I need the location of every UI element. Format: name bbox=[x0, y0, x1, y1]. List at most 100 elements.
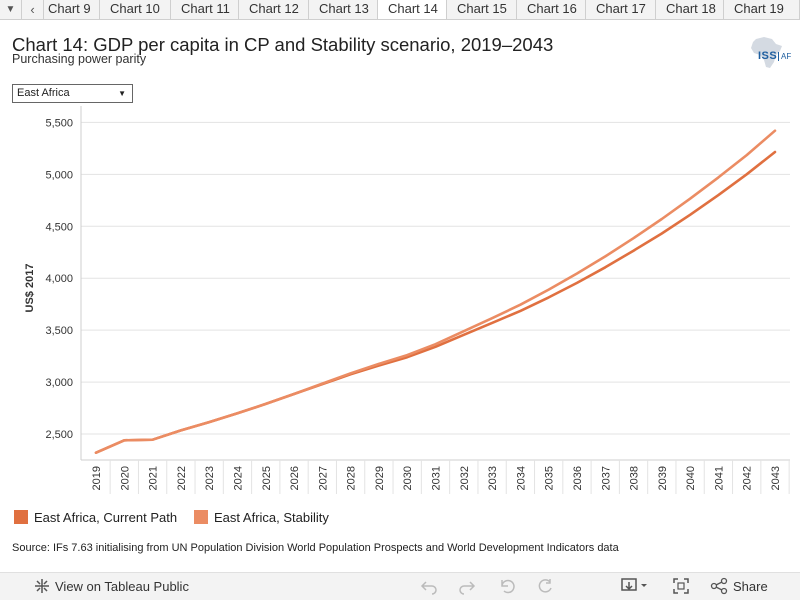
tab-chart-18[interactable]: Chart 18 bbox=[656, 0, 724, 19]
data-point-stability[interactable] bbox=[120, 436, 128, 444]
x-tick-label: 2035 bbox=[544, 466, 556, 490]
logo-suffix: AF bbox=[778, 52, 791, 61]
x-tick-label: 2023 bbox=[204, 466, 216, 490]
x-tick-label: 2042 bbox=[742, 466, 754, 490]
tab-menu-button[interactable]: ▼ bbox=[0, 0, 22, 19]
x-tick-label: 2043 bbox=[770, 466, 782, 490]
data-point-current-path[interactable] bbox=[601, 263, 609, 271]
data-point-current-path[interactable] bbox=[771, 148, 779, 156]
x-tick-label: 2020 bbox=[119, 466, 131, 490]
x-tick-label: 2031 bbox=[431, 466, 443, 490]
data-point-stability[interactable] bbox=[318, 380, 326, 388]
data-point-stability[interactable] bbox=[262, 400, 270, 408]
legend-item-stability[interactable]: East Africa, Stability bbox=[194, 510, 329, 525]
x-tick-label: 2037 bbox=[600, 466, 612, 490]
data-point-stability[interactable] bbox=[347, 369, 355, 377]
x-tick-label: 2032 bbox=[459, 466, 471, 490]
legend-label-current-path: East Africa, Current Path bbox=[34, 510, 178, 525]
y-tick-label: 4,500 bbox=[45, 221, 73, 233]
data-point-stability[interactable] bbox=[686, 195, 694, 203]
undo-icon[interactable] bbox=[420, 577, 438, 595]
y-tick-label: 5,500 bbox=[45, 117, 73, 129]
data-point-stability[interactable] bbox=[205, 418, 213, 426]
tableau-toolbar: View on Tableau Public Share bbox=[0, 572, 800, 600]
series-lines bbox=[92, 127, 779, 457]
tab-chart-17[interactable]: Chart 17 bbox=[586, 0, 656, 19]
download-icon[interactable] bbox=[620, 577, 650, 595]
tab-chart-12[interactable]: Chart 12 bbox=[239, 0, 309, 19]
data-point-stability[interactable] bbox=[714, 173, 722, 181]
x-axis-ticks: 2019 2020 2021 2022 2023 2024 2025 2026 2027 2028… bbox=[91, 460, 790, 494]
data-point-stability[interactable] bbox=[403, 351, 411, 359]
tab-chart-16[interactable]: Chart 16 bbox=[517, 0, 586, 19]
line-chart: 2,500 3,000 3,500 4,000 4,500 5,000 5,500 2019… bbox=[45, 106, 790, 494]
region-filter-dropdown[interactable]: East Africa ▼ bbox=[12, 84, 133, 103]
caret-down-icon: ▼ bbox=[118, 89, 126, 98]
data-point-stability[interactable] bbox=[460, 327, 468, 335]
y-tick-label: 3,500 bbox=[45, 325, 73, 337]
region-filter-value: East Africa bbox=[17, 87, 70, 99]
data-point-stability[interactable] bbox=[92, 449, 100, 457]
data-point-stability[interactable] bbox=[771, 127, 779, 135]
chevron-left-icon: ‹ bbox=[30, 2, 35, 17]
x-tick-label: 2025 bbox=[261, 466, 273, 490]
x-tick-label: 2019 bbox=[91, 466, 103, 490]
data-point-stability[interactable] bbox=[177, 426, 185, 434]
data-point-current-path[interactable] bbox=[630, 247, 638, 255]
refresh-icon[interactable] bbox=[536, 577, 554, 595]
legend-item-current-path[interactable]: East Africa, Current Path bbox=[14, 510, 177, 525]
data-point-current-path[interactable] bbox=[686, 211, 694, 219]
tab-chart-9[interactable]: Chart 9 bbox=[44, 0, 100, 19]
tab-prev-button[interactable]: ‹ bbox=[22, 0, 44, 19]
series-line-current-path[interactable] bbox=[94, 150, 777, 455]
tableau-icon bbox=[35, 579, 49, 593]
x-tick-label: 2034 bbox=[515, 466, 527, 490]
x-tick-label: 2041 bbox=[713, 466, 725, 490]
data-point-stability[interactable] bbox=[149, 436, 157, 444]
y-tick-label: 4,000 bbox=[45, 273, 73, 285]
share-button[interactable]: Share bbox=[733, 579, 768, 594]
tab-chart-19[interactable]: Chart 19 bbox=[724, 0, 800, 19]
data-point-stability[interactable] bbox=[630, 234, 638, 242]
data-point-stability[interactable] bbox=[488, 314, 496, 322]
chevron-down-icon: ▼ bbox=[5, 4, 16, 15]
share-icon[interactable] bbox=[710, 577, 728, 595]
data-point-stability[interactable] bbox=[432, 340, 440, 348]
x-tick-label: 2029 bbox=[374, 466, 386, 490]
iss-africa-logo: ISS AF bbox=[742, 36, 791, 70]
tab-chart-13[interactable]: Chart 13 bbox=[309, 0, 378, 19]
fullscreen-icon[interactable] bbox=[672, 577, 690, 595]
view-on-tableau-link[interactable]: View on Tableau Public bbox=[55, 579, 189, 594]
x-tick-label: 2039 bbox=[657, 466, 669, 490]
data-point-stability[interactable] bbox=[233, 409, 241, 417]
y-tick-label: 5,000 bbox=[45, 169, 73, 181]
gridlines bbox=[80, 106, 790, 461]
tab-chart-10[interactable]: Chart 10 bbox=[100, 0, 171, 19]
x-tick-label: 2033 bbox=[487, 466, 499, 490]
data-point-stability[interactable] bbox=[573, 270, 581, 278]
data-point-stability[interactable] bbox=[545, 286, 553, 294]
x-tick-label: 2038 bbox=[629, 466, 641, 490]
data-point-stability[interactable] bbox=[290, 390, 298, 398]
data-point-stability[interactable] bbox=[516, 301, 524, 309]
data-point-current-path[interactable] bbox=[658, 230, 666, 238]
africa-map-icon bbox=[751, 37, 782, 68]
data-point-stability[interactable] bbox=[601, 252, 609, 260]
tab-chart-11[interactable]: Chart 11 bbox=[171, 0, 239, 19]
data-point-current-path[interactable] bbox=[545, 293, 553, 301]
data-point-stability[interactable] bbox=[375, 360, 383, 368]
data-point-current-path[interactable] bbox=[714, 191, 722, 199]
data-point-stability[interactable] bbox=[743, 151, 751, 159]
data-point-current-path[interactable] bbox=[573, 279, 581, 287]
tab-chart-14[interactable]: Chart 14 bbox=[378, 0, 447, 19]
redo-icon[interactable] bbox=[458, 577, 476, 595]
x-tick-label: 2024 bbox=[232, 466, 244, 490]
data-point-stability[interactable] bbox=[658, 215, 666, 223]
series-line-stability[interactable] bbox=[94, 129, 777, 455]
tab-chart-15[interactable]: Chart 15 bbox=[447, 0, 517, 19]
logo-text: ISS bbox=[758, 50, 778, 62]
legend-swatch-current-path bbox=[14, 510, 28, 524]
data-point-current-path[interactable] bbox=[743, 170, 751, 178]
revert-icon[interactable] bbox=[498, 577, 516, 595]
legend-swatch-stability bbox=[194, 510, 208, 524]
